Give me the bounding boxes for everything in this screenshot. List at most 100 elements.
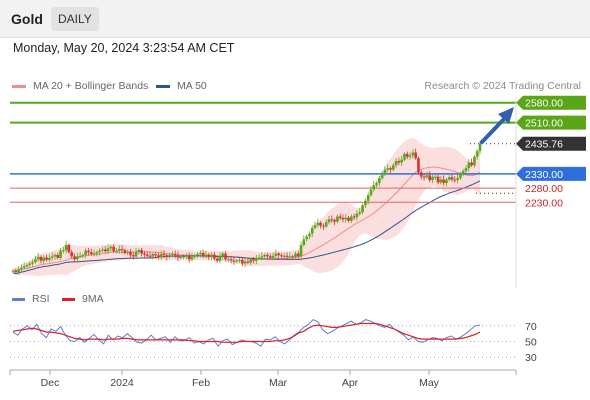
candle-body — [288, 256, 292, 258]
candle-body — [411, 152, 415, 156]
candle-body — [330, 219, 334, 221]
candle-body — [62, 250, 65, 252]
candle-body — [20, 267, 23, 270]
rsi-series-9ma — [12, 322, 481, 343]
candle-body — [355, 213, 359, 218]
candle-body — [352, 216, 356, 218]
rsi-series-rsi — [12, 318, 481, 348]
candle-body — [308, 233, 311, 237]
legend-swatch-9ma — [62, 297, 75, 301]
candle-body — [327, 219, 331, 223]
candle-body — [389, 168, 392, 170]
candle-body — [282, 255, 286, 257]
candle-body — [185, 255, 188, 257]
candle-body — [324, 222, 328, 227]
candle-body — [319, 222, 322, 226]
candle-body — [101, 249, 104, 251]
candle-body — [176, 255, 180, 258]
candle-body — [294, 253, 297, 257]
candle-body — [171, 254, 174, 256]
candle-body — [148, 255, 152, 257]
x-tick-apr: Apr — [342, 377, 359, 389]
rsi-tick-30: 30 — [525, 352, 537, 364]
legend-9ma: 9MA — [62, 293, 104, 305]
timeframe-button[interactable]: DAILY — [51, 7, 99, 31]
candle-body — [405, 153, 409, 157]
candle-body — [461, 171, 465, 174]
x-tick-2024: 2024 — [110, 377, 134, 389]
candle-body — [187, 255, 191, 260]
candle-body — [249, 259, 252, 263]
candle-body — [45, 257, 48, 260]
candle-body — [473, 156, 476, 166]
candle-body — [81, 254, 85, 256]
candle-body — [112, 246, 115, 252]
legend-swatch-ma20 — [12, 84, 26, 88]
candle-body — [109, 246, 113, 249]
candle-body — [369, 189, 373, 196]
candle-body — [364, 200, 367, 206]
candle-body — [213, 254, 216, 259]
candle-body — [271, 255, 275, 258]
candle-body — [36, 256, 40, 260]
candle-body — [131, 255, 135, 257]
candle-body — [428, 175, 431, 181]
candle-body — [383, 169, 387, 174]
candle-body — [350, 216, 353, 221]
candle-body — [375, 182, 378, 186]
price-label-2230.00: 2230.00 — [525, 197, 563, 209]
candle-body — [257, 257, 261, 259]
bollinger-band — [13, 137, 480, 277]
candle-body — [227, 259, 230, 261]
legend-swatch-ma50 — [156, 84, 170, 88]
candle-body — [277, 253, 280, 256]
candle-body — [361, 205, 364, 213]
candle-body — [50, 256, 54, 258]
candle-body — [157, 255, 160, 258]
candle-body — [313, 225, 317, 228]
candle-body — [425, 175, 429, 178]
candle-body — [120, 248, 124, 251]
candle-body — [442, 179, 445, 183]
candle-body — [260, 256, 264, 258]
candle-body — [436, 176, 440, 183]
candle-body — [201, 252, 205, 257]
candle-body — [456, 178, 459, 181]
candle-body — [76, 256, 79, 260]
candle-body — [70, 252, 74, 257]
candle-body — [151, 254, 155, 257]
candle-body — [291, 256, 294, 258]
price-tag-2510.00 — [516, 115, 586, 130]
candle-body — [470, 162, 473, 166]
candle-body — [378, 178, 381, 183]
candle-body — [67, 245, 71, 253]
candle-body — [386, 168, 390, 170]
candle-body — [159, 254, 163, 258]
candle-body — [143, 253, 146, 255]
candle-body — [48, 257, 51, 260]
candle-body — [137, 250, 141, 253]
candle-body — [129, 251, 132, 256]
candle-body — [475, 151, 479, 157]
candle-body — [229, 259, 233, 261]
candle-body — [196, 254, 199, 256]
candle-body — [59, 250, 62, 258]
candle-body — [450, 177, 454, 180]
candle-body — [238, 259, 241, 261]
candle-body — [92, 253, 96, 255]
candle-body — [431, 176, 434, 181]
candle-body — [246, 261, 250, 263]
legend-label-rsi: RSI — [32, 293, 50, 305]
candle-body — [179, 256, 183, 258]
candle-body — [25, 264, 29, 267]
candle-body — [182, 256, 185, 258]
candle-body — [372, 185, 376, 190]
candle-body — [403, 153, 406, 160]
candle-body — [302, 239, 306, 245]
candle-body — [341, 217, 345, 220]
x-tick-mar: Mar — [269, 377, 288, 389]
chart-header: Gold DAILY — [0, 0, 590, 38]
candle-body — [224, 253, 227, 260]
candle-body — [221, 253, 225, 257]
